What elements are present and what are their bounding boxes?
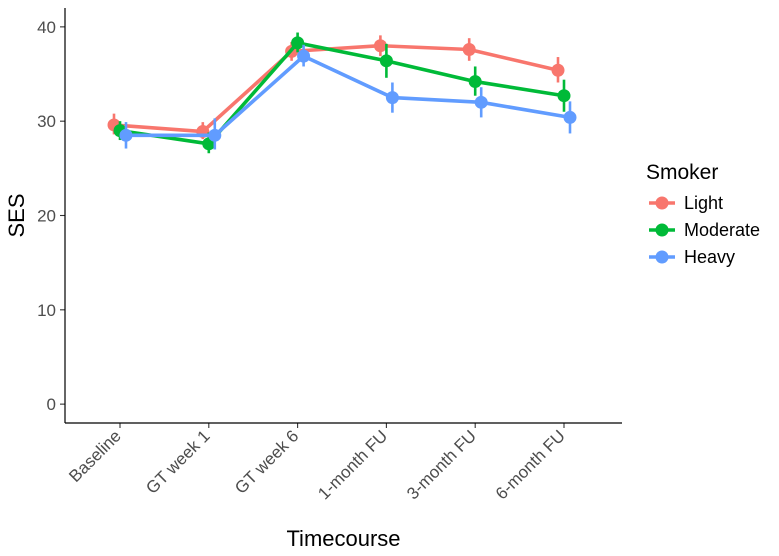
x-tick-label: 1-month FU (314, 426, 391, 503)
series-line-light (113, 43, 559, 134)
series-light (107, 35, 565, 140)
legend-item-moderate: Moderate (649, 220, 760, 240)
data-point (373, 39, 387, 53)
legend-item-heavy: Heavy (649, 247, 735, 267)
y-tick-label: 30 (37, 112, 56, 131)
y-axis-ticks: 0 10 20 30 40 (37, 18, 65, 414)
x-axis-title: Timecourse (286, 526, 400, 551)
series-heavy (119, 44, 577, 150)
legend-items: Light Moderate Heavy (649, 193, 760, 267)
legend-item-light: Light (649, 193, 723, 213)
legend-label: Heavy (684, 247, 735, 267)
x-tick-label: 3-month FU (403, 426, 480, 503)
data-point (379, 54, 393, 68)
legend-key-point (655, 196, 669, 210)
legend-key-point (655, 250, 669, 264)
x-tick-label: 6-month FU (492, 426, 569, 503)
data-point (557, 89, 571, 103)
legend-label: Light (684, 193, 723, 213)
y-tick-label: 0 (47, 395, 56, 414)
x-axis-ticks: Baseline GT week 1 GT week 6 1-month FU 3-mo… (65, 423, 569, 503)
y-tick-label: 10 (37, 301, 56, 320)
x-tick-label: GT week 6 (231, 426, 302, 497)
data-point (291, 36, 305, 50)
data-point (563, 110, 577, 124)
data-point (551, 63, 565, 77)
series-layer (107, 32, 577, 154)
legend-label: Moderate (684, 220, 760, 240)
x-tick-label: Baseline (65, 426, 125, 486)
x-tick-label: GT week 1 (142, 426, 213, 497)
data-point (468, 75, 482, 89)
data-point (385, 91, 399, 105)
series-line-moderate (119, 41, 565, 146)
series-line-heavy (126, 54, 571, 138)
data-point (474, 95, 488, 109)
data-point (208, 128, 222, 142)
data-point (462, 43, 476, 56)
y-tick-label: 20 (37, 207, 56, 226)
data-point (119, 128, 133, 142)
y-tick-label: 40 (37, 18, 56, 37)
legend-key-point (655, 223, 669, 237)
y-axis-title: SES (4, 193, 29, 237)
legend: Smoker Light Moderate Heavy (646, 161, 760, 267)
data-point (297, 49, 311, 63)
legend-title: Smoker (646, 161, 718, 184)
